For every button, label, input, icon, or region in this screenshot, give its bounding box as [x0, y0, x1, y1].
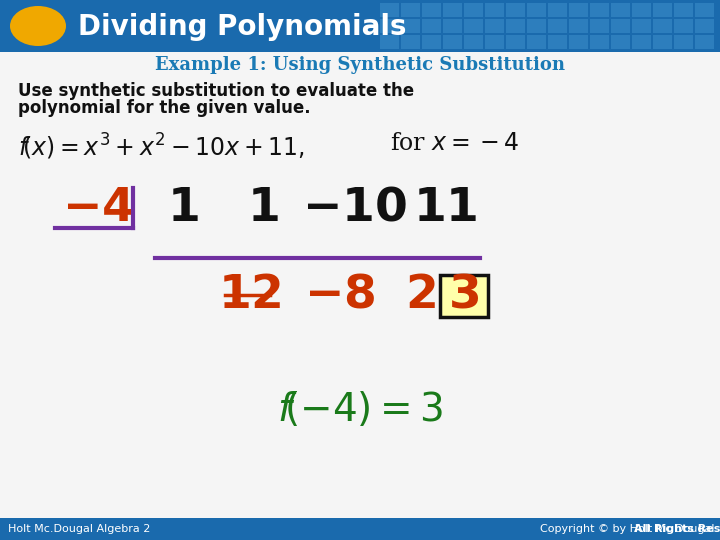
Text: $\mathbf{11}$: $\mathbf{11}$: [413, 185, 477, 231]
Text: Holt Mc.Dougal Algebra 2: Holt Mc.Dougal Algebra 2: [8, 524, 150, 534]
FancyBboxPatch shape: [590, 19, 609, 33]
FancyBboxPatch shape: [548, 35, 567, 49]
FancyBboxPatch shape: [506, 35, 525, 49]
Text: Use synthetic substitution to evaluate the: Use synthetic substitution to evaluate t…: [18, 82, 414, 100]
FancyBboxPatch shape: [611, 19, 630, 33]
FancyBboxPatch shape: [548, 19, 567, 33]
FancyBboxPatch shape: [422, 3, 441, 17]
FancyBboxPatch shape: [464, 3, 483, 17]
FancyBboxPatch shape: [653, 19, 672, 33]
FancyBboxPatch shape: [653, 3, 672, 17]
FancyBboxPatch shape: [485, 19, 504, 33]
FancyBboxPatch shape: [443, 35, 462, 49]
FancyBboxPatch shape: [632, 19, 651, 33]
FancyBboxPatch shape: [695, 19, 714, 33]
FancyBboxPatch shape: [422, 35, 441, 49]
FancyBboxPatch shape: [695, 3, 714, 17]
Text: for $x=-4$: for $x=-4$: [390, 132, 519, 155]
FancyBboxPatch shape: [674, 3, 693, 17]
FancyBboxPatch shape: [632, 35, 651, 49]
FancyBboxPatch shape: [443, 3, 462, 17]
FancyBboxPatch shape: [380, 35, 399, 49]
Text: $\mathbf{12}$: $\mathbf{12}$: [218, 272, 282, 318]
Text: $f\!\left(x\right)=x^{3}+x^{2}-10x+11,$: $f\!\left(x\right)=x^{3}+x^{2}-10x+11,$: [18, 132, 305, 162]
FancyBboxPatch shape: [380, 3, 399, 17]
FancyBboxPatch shape: [527, 35, 546, 49]
FancyBboxPatch shape: [506, 19, 525, 33]
Ellipse shape: [10, 6, 66, 46]
FancyBboxPatch shape: [527, 3, 546, 17]
Text: $\mathbf{-8}$: $\mathbf{-8}$: [305, 272, 376, 318]
FancyBboxPatch shape: [611, 3, 630, 17]
Text: Dividing Polynomials: Dividing Polynomials: [78, 13, 407, 41]
Text: All Rights Reserved.: All Rights Reserved.: [634, 524, 720, 534]
FancyBboxPatch shape: [590, 3, 609, 17]
FancyBboxPatch shape: [653, 35, 672, 49]
FancyBboxPatch shape: [464, 35, 483, 49]
Text: Copyright © by Holt Mc Dougal.: Copyright © by Holt Mc Dougal.: [540, 524, 720, 534]
FancyBboxPatch shape: [569, 35, 588, 49]
FancyBboxPatch shape: [443, 19, 462, 33]
Text: $\mathbf{1}$: $\mathbf{1}$: [167, 185, 199, 231]
FancyBboxPatch shape: [485, 35, 504, 49]
FancyBboxPatch shape: [0, 518, 720, 540]
FancyBboxPatch shape: [401, 3, 420, 17]
FancyBboxPatch shape: [611, 35, 630, 49]
FancyBboxPatch shape: [401, 35, 420, 49]
FancyBboxPatch shape: [674, 35, 693, 49]
FancyBboxPatch shape: [464, 19, 483, 33]
FancyBboxPatch shape: [632, 3, 651, 17]
FancyBboxPatch shape: [527, 19, 546, 33]
FancyBboxPatch shape: [506, 3, 525, 17]
FancyBboxPatch shape: [569, 3, 588, 17]
FancyBboxPatch shape: [569, 19, 588, 33]
FancyBboxPatch shape: [401, 19, 420, 33]
FancyBboxPatch shape: [422, 19, 441, 33]
FancyBboxPatch shape: [440, 275, 488, 317]
FancyBboxPatch shape: [695, 35, 714, 49]
FancyBboxPatch shape: [548, 3, 567, 17]
Text: polynomial for the given value.: polynomial for the given value.: [18, 99, 310, 117]
FancyBboxPatch shape: [485, 3, 504, 17]
FancyBboxPatch shape: [0, 0, 720, 52]
Text: $\mathbf{1}$: $\mathbf{1}$: [247, 185, 279, 231]
Text: $\mathbf{-10}$: $\mathbf{-10}$: [302, 185, 408, 231]
FancyBboxPatch shape: [674, 19, 693, 33]
Text: $\mathbf{2}$: $\mathbf{2}$: [405, 272, 436, 318]
Text: $\mathbf{3}$: $\mathbf{3}$: [449, 272, 480, 318]
Text: $\mathbf{-4}$: $\mathbf{-4}$: [62, 185, 134, 231]
Text: $f\!\left(-4\right)=3$: $f\!\left(-4\right)=3$: [276, 390, 444, 429]
FancyBboxPatch shape: [590, 35, 609, 49]
Text: Example 1: Using Synthetic Substitution: Example 1: Using Synthetic Substitution: [155, 56, 565, 74]
FancyBboxPatch shape: [380, 19, 399, 33]
